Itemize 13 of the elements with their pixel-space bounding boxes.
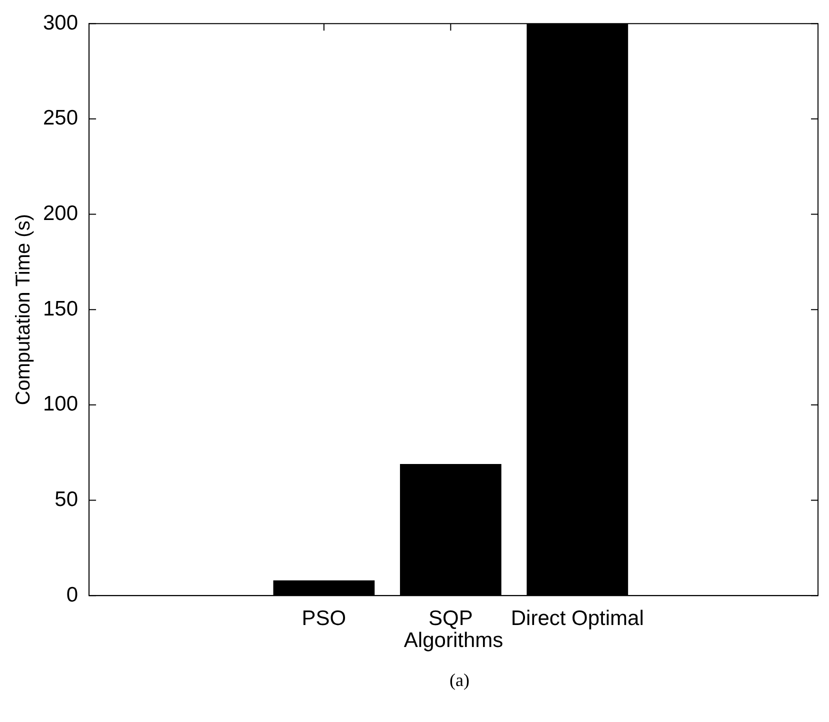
x-tick-label: Direct Optimal (510, 606, 644, 630)
y-tick-label: 0 (66, 583, 78, 606)
y-tick-label: 250 (42, 106, 78, 130)
y-tick-label: 300 (42, 11, 78, 34)
y-tick-label: 100 (42, 392, 78, 416)
y-tick-label: 200 (42, 202, 78, 226)
y-tick-label: 150 (42, 297, 78, 320)
text: (a) (448, 670, 470, 691)
x-tick-label: SQP (428, 606, 473, 630)
y-axis-title: Computation Time (s) (12, 214, 35, 406)
y-tick-label: 50 (54, 488, 78, 512)
x-tick-label: PSO (302, 606, 346, 630)
x-axis-title: Algorithms (404, 629, 504, 652)
